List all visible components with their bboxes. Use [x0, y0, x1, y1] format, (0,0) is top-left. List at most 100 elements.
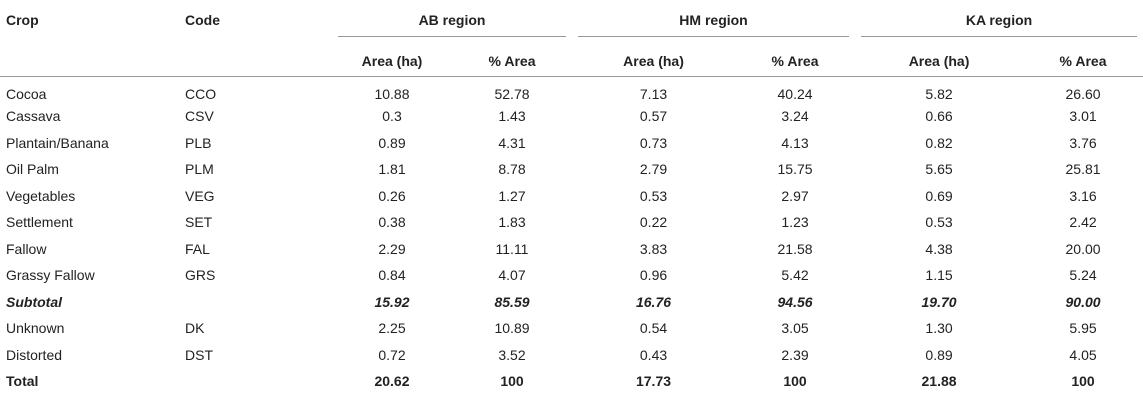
pct-cell: 5.24 [1069, 267, 1097, 284]
area-cell: 2.79 [639, 161, 668, 178]
area-cell: 0.84 [378, 267, 406, 284]
area-cell: 5.65 [925, 161, 953, 178]
area-cell: 0.22 [639, 214, 668, 231]
pct-cell: 40.24 [777, 86, 813, 102]
area-cell: 0.43 [639, 346, 668, 363]
pct-cell: 8.78 [498, 161, 526, 178]
area-cell: 20.62 [374, 373, 410, 390]
table-body: Cocoa CCO 10.88 52.78 7.13 40.24 5.82 26.60 Cass… [0, 77, 1143, 395]
header-row-groups: Crop Code AB region HM region KA region [0, 0, 1143, 42]
crop-cell: Vegetables [6, 187, 76, 204]
area-cell: 3.83 [639, 240, 668, 257]
code-cell: VEG [185, 187, 215, 204]
crop-cell: Total [6, 373, 39, 390]
table-row: Distorted DST 0.72 3.52 0.43 2.39 0.89 4.05 [0, 342, 1143, 369]
area-cell: 2.25 [378, 320, 406, 337]
area-cell: 1.15 [925, 267, 953, 284]
area-cell: 10.88 [374, 86, 410, 102]
area-cell: 0.57 [639, 108, 668, 125]
crop-cell: Cassava [6, 108, 61, 125]
pct-cell: 10.89 [494, 320, 530, 337]
area-cell: 0.69 [925, 187, 953, 204]
area-cell: 5.82 [925, 86, 953, 102]
pct-column-header: % Area [1059, 53, 1107, 69]
pct-cell: 4.31 [498, 134, 526, 151]
pct-cell: 1.83 [498, 214, 526, 231]
table-row: Oil Palm PLM 1.81 8.78 2.79 15.75 5.65 25.81 [0, 156, 1143, 183]
crop-cell: Subtotal [6, 293, 62, 310]
code-column-header: Code [185, 12, 220, 28]
crop-cell: Oil Palm [6, 161, 59, 178]
pct-cell: 85.59 [494, 293, 530, 310]
table-row: Vegetables VEG 0.26 1.27 0.53 2.97 0.69 3.16 [0, 183, 1143, 210]
pct-cell: 2.42 [1069, 214, 1097, 231]
pct-cell: 2.39 [781, 346, 809, 363]
pct-cell: 21.58 [777, 240, 813, 257]
code-cell: DST [185, 346, 213, 363]
crop-column-header: Crop [6, 12, 39, 28]
area-cell: 0.96 [639, 267, 668, 284]
area-cell: 1.30 [925, 320, 953, 337]
code-cell: CSV [185, 108, 214, 125]
area-cell: 0.66 [925, 108, 953, 125]
pct-cell: 1.23 [781, 214, 809, 231]
code-cell: SET [185, 214, 213, 231]
code-cell: CCO [185, 86, 217, 102]
area-cell: 0.53 [925, 214, 953, 231]
pct-cell: 15.75 [777, 161, 813, 178]
area-cell: 0.89 [925, 346, 953, 363]
area-column-header: Area (ha) [361, 53, 423, 69]
pct-cell: 11.11 [495, 240, 529, 257]
pct-cell: 90.00 [1065, 293, 1101, 310]
area-cell: 0.89 [378, 134, 406, 151]
table-row: Settlement SET 0.38 1.83 0.22 1.23 0.53 2.42 [0, 209, 1143, 236]
crop-cell: Distorted [6, 346, 63, 363]
area-cell: 15.92 [374, 293, 410, 310]
code-cell: FAL [185, 240, 210, 257]
area-cell: 0.54 [639, 320, 668, 337]
pct-cell: 26.60 [1065, 86, 1101, 102]
area-cell: 2.29 [378, 240, 406, 257]
code-cell [185, 368, 332, 395]
table-row: Grassy Fallow GRS 0.84 4.07 0.96 5.42 1.15 5.24 [0, 262, 1143, 289]
pct-cell: 25.81 [1065, 161, 1101, 178]
table-row: Unknown DK 2.25 10.89 0.54 3.05 1.30 5.95 [0, 315, 1143, 342]
code-cell: DK [185, 320, 205, 337]
area-cell: 7.13 [639, 86, 668, 102]
area-cell: 19.70 [921, 293, 957, 310]
area-cell: 1.81 [378, 161, 406, 178]
table-row: Subtotal 15.92 85.59 16.76 94.56 19.70 90.00 [0, 289, 1143, 316]
code-cell [185, 289, 332, 316]
header-row-metrics: Area (ha) % Area Area (ha) % Area Area (… [0, 42, 1143, 77]
area-cell: 0.73 [639, 134, 668, 151]
crop-cell: Fallow [6, 240, 47, 257]
table-row: Plantain/Banana PLB 0.89 4.31 0.73 4.13 0.82 3.… [0, 130, 1143, 157]
pct-cell: 3.52 [498, 346, 526, 363]
pct-cell: 20.00 [1065, 240, 1101, 257]
pct-cell: 100 [500, 373, 524, 390]
table-row: Cassava CSV 0.3 1.43 0.57 3.24 0.66 3.01 [0, 103, 1143, 130]
pct-cell: 100 [1071, 373, 1095, 390]
pct-cell: 100 [783, 373, 807, 390]
code-cell: PLM [185, 161, 214, 178]
pct-cell: 3.16 [1069, 187, 1097, 204]
pct-cell: 52.78 [494, 86, 530, 102]
pct-cell: 5.42 [781, 267, 809, 284]
area-cell: 0.26 [378, 187, 406, 204]
pct-cell: 4.13 [781, 134, 809, 151]
region-header-ab: AB region [332, 0, 572, 42]
pct-cell: 1.27 [498, 187, 526, 204]
crop-cell: Settlement [6, 214, 73, 231]
area-column-header: Area (ha) [623, 53, 684, 69]
pct-cell: 4.07 [498, 267, 526, 284]
pct-cell: 1.43 [498, 108, 526, 125]
pct-cell: 3.05 [781, 320, 809, 337]
pct-column-header: % Area [771, 53, 819, 69]
table-row: Total 20.62 100 17.73 100 21.88 100 [0, 368, 1143, 395]
crop-cell: Grassy Fallow [6, 267, 95, 284]
pct-cell: 3.24 [781, 108, 809, 125]
pct-column-header: % Area [488, 53, 536, 69]
area-cell: 0.82 [925, 134, 953, 151]
region-header-ka: KA region [855, 0, 1143, 42]
